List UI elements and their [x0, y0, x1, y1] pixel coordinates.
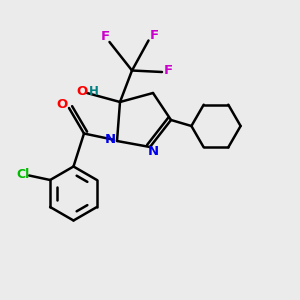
Text: F: F: [150, 28, 159, 42]
Text: H: H: [89, 85, 98, 98]
Text: Cl: Cl: [16, 167, 30, 181]
Text: O: O: [76, 85, 87, 98]
Text: N: N: [147, 145, 159, 158]
Text: F: F: [100, 29, 109, 43]
Text: N: N: [105, 133, 116, 146]
Text: O: O: [57, 98, 68, 111]
Text: F: F: [164, 64, 173, 77]
